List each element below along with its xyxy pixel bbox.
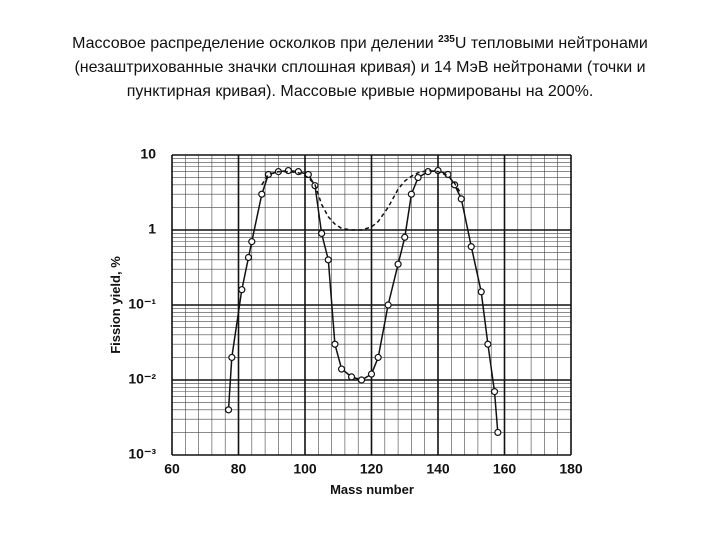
data-point bbox=[224, 406, 233, 414]
data-point bbox=[347, 373, 356, 381]
x-axis-label: Mass number bbox=[330, 482, 414, 497]
data-point bbox=[357, 376, 366, 384]
data-point bbox=[238, 286, 246, 294]
data-point bbox=[304, 170, 312, 179]
x-tick-label: 160 bbox=[493, 461, 517, 477]
data-point bbox=[477, 288, 485, 296]
data-point bbox=[467, 243, 475, 251]
x-tick-label: 100 bbox=[293, 461, 317, 477]
data-point bbox=[494, 428, 502, 437]
data-point bbox=[324, 256, 332, 264]
data-point bbox=[401, 233, 409, 241]
data-point bbox=[228, 353, 236, 362]
title-text: U тепловыми нейтронами bbox=[455, 35, 648, 52]
title-text: Массовое распределение осколков при деле… bbox=[72, 35, 438, 52]
series-line bbox=[227, 169, 499, 433]
y-tick-label: 10⁻³ bbox=[128, 446, 156, 462]
data-point bbox=[318, 229, 326, 238]
data-point bbox=[244, 253, 253, 262]
data-point bbox=[394, 260, 402, 268]
title-superscript: 235 bbox=[438, 34, 455, 45]
chart-title: (незаштрихованные значки сплошная кривая… bbox=[74, 59, 645, 76]
series-line bbox=[261, 169, 462, 231]
data-point bbox=[451, 181, 459, 189]
data-point bbox=[331, 340, 339, 348]
data-point bbox=[457, 195, 465, 203]
data-point bbox=[258, 190, 266, 198]
y-tick-label: 10⁻¹ bbox=[128, 296, 156, 312]
data-point bbox=[407, 190, 415, 198]
y-axis-label: Fission yield, % bbox=[108, 256, 123, 354]
data-point bbox=[490, 388, 499, 396]
data-point bbox=[384, 301, 392, 309]
data-point bbox=[337, 365, 346, 373]
y-tick-label: 1 bbox=[148, 221, 156, 237]
x-tick-label: 60 bbox=[164, 461, 180, 477]
x-tick-label: 80 bbox=[231, 461, 247, 477]
data-point bbox=[374, 353, 382, 362]
x-tick-label: 120 bbox=[360, 461, 384, 477]
chart-title: пунктирная кривая). Массовые кривые норм… bbox=[127, 83, 594, 100]
data-point bbox=[484, 340, 492, 348]
data-point bbox=[248, 238, 256, 246]
data-point bbox=[414, 173, 422, 182]
y-tick-label: 10 bbox=[140, 146, 156, 162]
y-tick-label: 10⁻² bbox=[128, 371, 156, 387]
data-point bbox=[434, 166, 442, 175]
chart-title: Массовое распределение осколков при деле… bbox=[72, 34, 648, 52]
data-point bbox=[284, 166, 292, 175]
data-point bbox=[367, 370, 376, 378]
x-tick-label: 140 bbox=[426, 461, 450, 477]
x-tick-label: 180 bbox=[559, 461, 583, 477]
